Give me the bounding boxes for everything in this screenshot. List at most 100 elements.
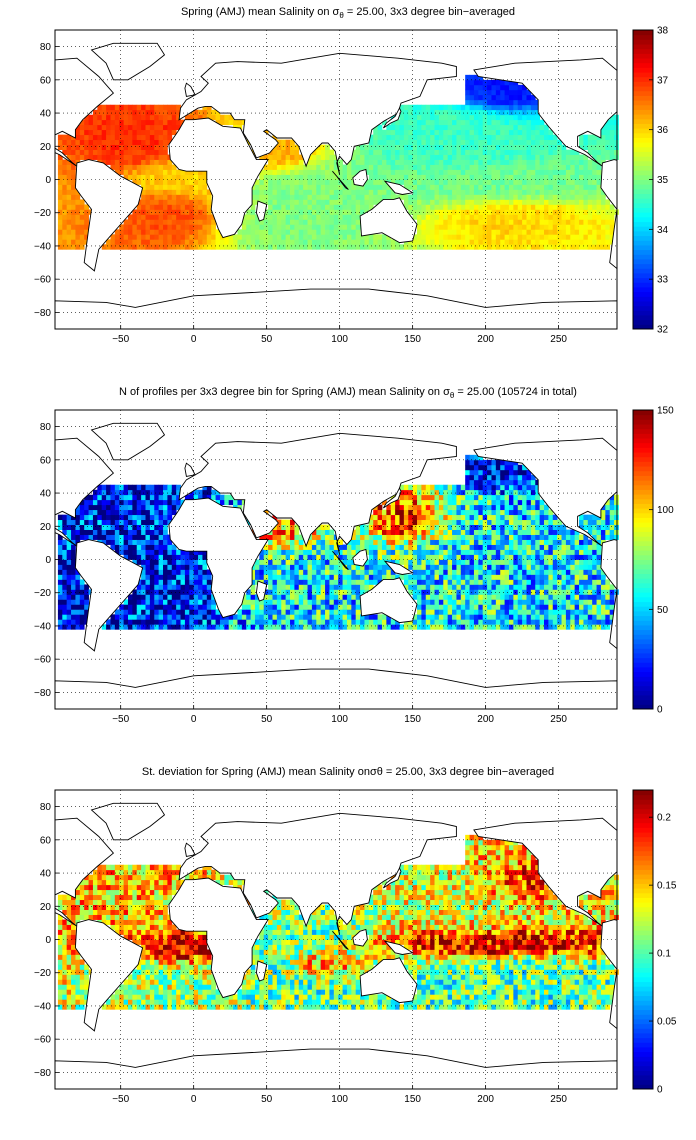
data-cell	[430, 524, 435, 530]
data-cell	[180, 174, 186, 180]
data-cell	[311, 149, 317, 155]
data-cell	[141, 164, 146, 170]
data-cell	[544, 184, 549, 190]
data-cell	[377, 244, 383, 250]
data-cell	[552, 134, 558, 141]
data-cell	[211, 624, 216, 630]
data-cell	[193, 489, 199, 496]
data-cell	[456, 109, 462, 116]
data-cell	[311, 169, 317, 175]
data-cell	[491, 464, 497, 471]
data-cell	[57, 514, 63, 521]
data-cell	[408, 504, 414, 511]
data-cell	[285, 174, 291, 180]
data-cell	[325, 239, 330, 245]
data-cell	[62, 134, 68, 141]
data-cell	[381, 509, 387, 516]
data-cell	[452, 129, 457, 136]
data-cell	[430, 529, 435, 535]
data-cell	[101, 149, 107, 155]
data-cell	[57, 534, 63, 540]
data-cell	[114, 514, 120, 521]
data-cell	[544, 224, 549, 230]
data-cell	[285, 189, 291, 195]
data-cell	[360, 234, 365, 240]
data-cell	[158, 164, 164, 170]
data-cell	[145, 574, 151, 580]
data-cell	[587, 244, 593, 250]
data-cell	[294, 149, 300, 155]
data-cell	[460, 614, 466, 620]
data-cell	[465, 489, 470, 496]
data-cell	[311, 204, 317, 210]
data-cell	[127, 134, 133, 141]
data-cell	[198, 604, 203, 610]
data-cell	[158, 509, 164, 516]
data-cell	[403, 519, 409, 526]
data-cell	[504, 214, 510, 220]
data-cell	[465, 109, 470, 116]
data-cell	[517, 154, 523, 160]
data-cell	[390, 179, 396, 185]
data-cell	[193, 214, 199, 220]
data-cell	[180, 569, 186, 575]
data-cell	[482, 129, 488, 136]
data-cell	[154, 614, 160, 620]
data-cell	[119, 519, 125, 526]
data-cell	[311, 199, 317, 205]
data-cell	[557, 174, 562, 180]
data-cell	[478, 569, 484, 575]
data-cell	[526, 109, 532, 116]
data-cell	[487, 474, 492, 481]
data-cell	[149, 214, 155, 220]
data-cell	[364, 169, 370, 175]
coastline	[383, 180, 414, 195]
data-cell	[163, 559, 168, 565]
data-cell	[333, 244, 339, 250]
data-cell	[66, 609, 72, 615]
data-cell	[460, 599, 466, 605]
data-cell	[544, 234, 549, 240]
data-cell	[425, 134, 431, 141]
data-cell	[338, 554, 343, 560]
data-cell	[465, 244, 470, 250]
data-cell	[71, 604, 76, 610]
data-cell	[75, 619, 81, 625]
data-cell	[79, 534, 85, 540]
data-cell	[272, 609, 278, 615]
data-cell	[237, 504, 243, 511]
data-cell	[460, 189, 466, 195]
data-cell	[189, 579, 195, 585]
data-cell	[421, 524, 427, 530]
data-cell	[355, 564, 361, 570]
data-cell	[171, 604, 177, 610]
data-cell	[373, 564, 378, 570]
data-cell	[132, 559, 138, 565]
data-cell	[263, 599, 269, 605]
data-cell	[325, 559, 330, 565]
data-cell	[211, 609, 216, 615]
data-cell	[62, 174, 68, 180]
data-cell	[434, 519, 440, 526]
data-cell	[176, 184, 181, 190]
data-cell	[395, 504, 400, 511]
data-cell	[430, 214, 435, 220]
data-cell	[167, 539, 173, 545]
data-cell	[149, 484, 155, 491]
data-cell	[386, 534, 392, 540]
data-cell	[333, 179, 339, 185]
data-cell	[119, 614, 125, 620]
data-cell	[141, 564, 146, 570]
data-cell	[259, 169, 265, 175]
data-cell	[132, 114, 138, 121]
data-cell	[333, 239, 339, 245]
data-cell	[592, 154, 597, 160]
data-cell	[491, 139, 497, 146]
data-cell	[452, 109, 457, 116]
data-cell	[522, 84, 527, 91]
data-cell	[316, 244, 322, 250]
data-cell	[373, 234, 378, 240]
data-cell	[579, 164, 584, 170]
data-cell	[443, 229, 449, 235]
